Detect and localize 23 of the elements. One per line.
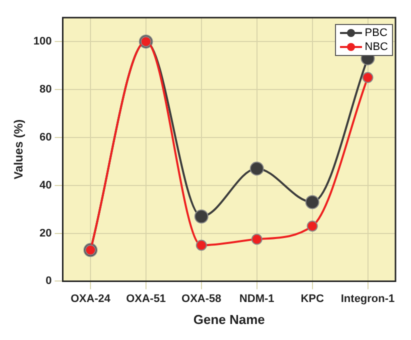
legend-label: NBC	[364, 40, 388, 54]
y-tick-label: 60	[40, 131, 52, 144]
point	[251, 234, 262, 245]
y-axis-title: Values (%)	[12, 119, 26, 180]
x-tick-label: Integron-1	[340, 292, 395, 305]
x-tick-label: OXA-51	[126, 292, 166, 305]
y-tick-label: 0	[46, 275, 52, 288]
point	[196, 240, 207, 251]
point	[194, 210, 208, 224]
y-tick-label: 100	[33, 36, 52, 48]
y-tick-label: 20	[40, 227, 52, 240]
x-tick-label: KPC	[300, 292, 324, 305]
x-axis-title: Gene Name	[193, 312, 265, 327]
point	[362, 72, 374, 84]
point	[306, 220, 318, 232]
x-tick-label: NDM-1	[239, 292, 274, 305]
legend-label: PBC	[364, 26, 388, 40]
x-tick-label: OXA-58	[182, 292, 222, 305]
point	[305, 195, 320, 210]
x-tick-label: OXA-24	[70, 292, 112, 305]
y-tick-label: 40	[40, 179, 52, 192]
y-tick-label: 80	[40, 84, 52, 96]
point	[250, 162, 264, 176]
